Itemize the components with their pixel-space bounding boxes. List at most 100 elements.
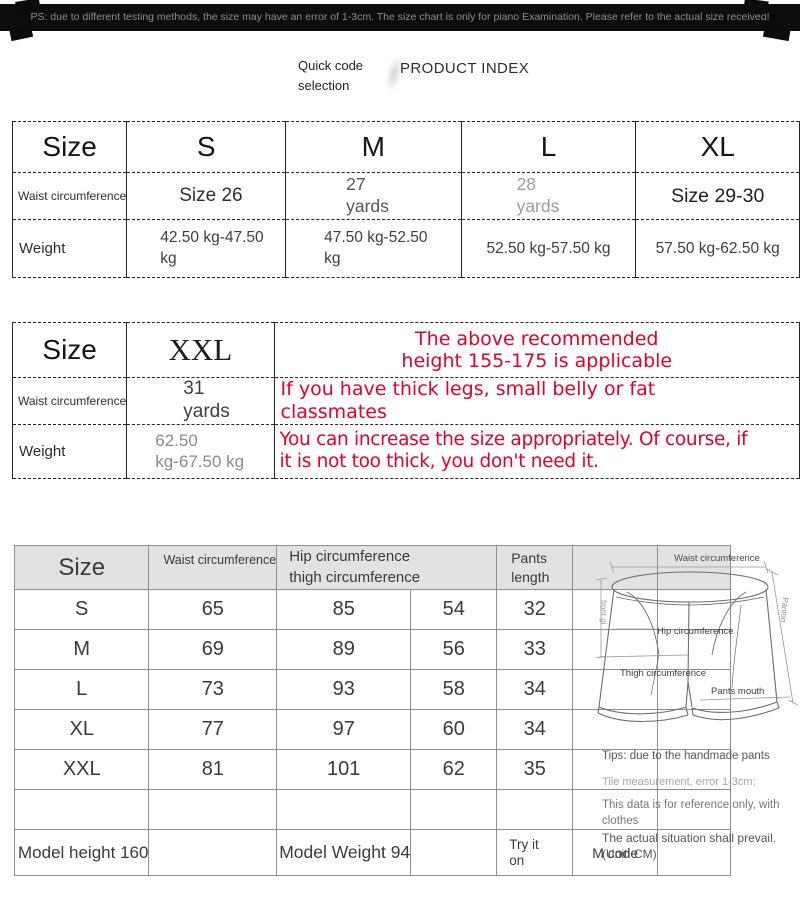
tips-block: Tips: due to the handmade pants Tile mea… xyxy=(602,750,800,862)
shorts-measurement-diagram: Waist circumference Hip circumference Th… xyxy=(593,545,800,750)
measurement-table: Size Waist circumference Hip circumferen… xyxy=(13,545,732,876)
model-weight-cell: Model Weight 94 xyxy=(276,829,412,876)
value-line: 47.50 kg-52.50 xyxy=(324,229,428,247)
weight-xxl-cell: 62.50 kg-67.50 kg xyxy=(126,423,275,479)
waist-row: Waist circumference 31 yards If you have… xyxy=(11,377,800,425)
value-line: yards xyxy=(183,400,230,422)
table-header-row: Size XXL The above recommended height 15… xyxy=(11,322,800,378)
header-empty xyxy=(657,545,732,590)
weight-row: Weight 62.50 kg-67.50 kg You can increas… xyxy=(11,423,800,479)
thigh-cell: 60 xyxy=(410,709,498,750)
empty-cell xyxy=(13,789,150,830)
waist-l-cell: 28 yards xyxy=(460,172,637,220)
note-line: classmates xyxy=(280,400,387,423)
size-cell: XXL xyxy=(13,749,150,790)
header-m: M xyxy=(285,121,462,173)
header-waist: Waist circumference xyxy=(148,545,278,590)
thigh-cell: 62 xyxy=(410,749,498,790)
note-line: height 155-175 is applicable xyxy=(401,350,673,372)
empty-cell xyxy=(148,829,278,876)
header-line: Hip circumference xyxy=(289,548,411,566)
hip-cell: 89 xyxy=(276,629,412,670)
hip-cell: 85 xyxy=(276,589,412,630)
tips-line: The actual situation shall prevail. (Uni… xyxy=(602,831,777,862)
weight-label-cell: Weight xyxy=(11,423,128,479)
tips-line: Tips: due to the handmade pants xyxy=(602,750,770,762)
value-line: kg-67.50 kg xyxy=(155,452,245,472)
recommend-note-cell: The above recommended height 155-175 is … xyxy=(273,322,800,378)
size-cell: S xyxy=(13,589,150,630)
value-line: 42.50 kg-47.50 xyxy=(160,229,264,247)
table-row: XXL 81 101 62 35 xyxy=(13,749,732,790)
m-code-cell: M code xyxy=(572,829,659,876)
value-line: 28 xyxy=(516,174,537,195)
header-xl: XL xyxy=(635,121,800,173)
size-cell: L xyxy=(13,669,150,710)
empty-cell xyxy=(572,709,659,750)
thick-legs-note-cell: If you have thick legs, small belly or f… xyxy=(273,377,800,425)
model-height-cell: Model height 160 xyxy=(13,829,150,876)
empty-cell xyxy=(657,669,732,710)
empty-cell xyxy=(572,749,659,790)
header-pants-length: Pants length xyxy=(496,545,574,590)
waist-cell: 65 xyxy=(148,589,278,630)
thigh-circumference-label: Thigh circumference xyxy=(620,668,706,679)
weight-s-cell: 42.50 kg-47.50 kg xyxy=(126,219,287,278)
increase-size-note-cell: You can increase the size appropriately.… xyxy=(273,423,800,479)
waist-xl-cell: Size 29-30 xyxy=(635,172,800,220)
empty-cell xyxy=(148,789,278,830)
empty-cell xyxy=(410,829,498,876)
pants-mouth-label: Pants mouth xyxy=(711,686,764,697)
model-info-row: Model height 160 Model Weight 94 Try it … xyxy=(13,829,732,876)
size-table-sml-xl: Size S M L XL Waist circumference Size 2… xyxy=(11,121,800,278)
weight-label-cell: Weight xyxy=(11,219,128,278)
hip-circumference-label: Hip circumference xyxy=(657,626,734,637)
header-xxl: XXL xyxy=(126,322,275,378)
tips-line: Tile measurement, error 1-3cm; xyxy=(602,776,756,788)
note-line: it is not too thick, you don't need it. xyxy=(279,451,600,473)
product-index-title: PRODUCT INDEX xyxy=(400,60,530,77)
waist-label-cell: Waist circumference xyxy=(11,172,128,220)
spacer-row xyxy=(13,789,732,830)
waist-label: Waist circumference xyxy=(18,189,127,203)
waist-cell: 73 xyxy=(148,669,278,710)
empty-cell xyxy=(657,829,732,876)
length-cell: 33 xyxy=(496,629,574,670)
waist-label: Waist circumference xyxy=(18,393,127,408)
header-size: Size xyxy=(13,545,150,590)
tips-line: This data is for reference only, with cl… xyxy=(602,799,780,827)
size-cell: XL xyxy=(13,709,150,750)
header-s: S xyxy=(126,121,287,173)
table-row: L 73 93 58 34 xyxy=(13,669,732,710)
note-line: The above recommended xyxy=(415,327,659,350)
value-line: 62.50 xyxy=(155,430,198,450)
waist-row: Waist circumference Size 26 27 yards 28 … xyxy=(11,172,800,220)
weight-l-cell: 52.50 kg-57.50 kg xyxy=(460,219,637,278)
value-line: kg xyxy=(324,249,341,267)
waist-cell: 69 xyxy=(148,629,278,670)
length-cell: 35 xyxy=(496,749,574,790)
front-rise-label: front gi xyxy=(599,600,608,625)
try-it-on-cell: Try it on xyxy=(496,829,574,876)
waist-m-cell: 27 yards xyxy=(285,172,462,220)
empty-cell xyxy=(410,789,498,830)
length-cell: 32 xyxy=(496,589,574,630)
waist-cell: 77 xyxy=(148,709,278,750)
value-line: yards xyxy=(346,196,389,216)
table-header-row: Size S M L XL xyxy=(11,121,800,173)
header-l: L xyxy=(460,121,637,173)
waist-label-cell: Waist circumference xyxy=(11,377,128,425)
empty-cell xyxy=(657,749,732,790)
table-row: S 65 85 54 32 xyxy=(13,589,732,630)
weight-m-cell: 47.50 kg-52.50 kg xyxy=(285,219,462,278)
note-line: You can increase the size appropriately.… xyxy=(279,429,748,451)
value-line: yards xyxy=(516,196,560,216)
empty-cell xyxy=(276,789,412,830)
try-it-on-label: Try it on xyxy=(509,836,539,868)
pant-length-label: Panton xyxy=(779,597,790,623)
header-line: thigh circumference xyxy=(289,568,421,586)
top-notice-banner: PS: due to different testing methods, th… xyxy=(0,4,800,31)
value-line: 27 xyxy=(346,174,366,195)
weight-row: Weight 42.50 kg-47.50 kg 47.50 kg-52.50 … xyxy=(11,219,800,278)
waist-xxl-cell: 31 yards xyxy=(126,377,275,425)
